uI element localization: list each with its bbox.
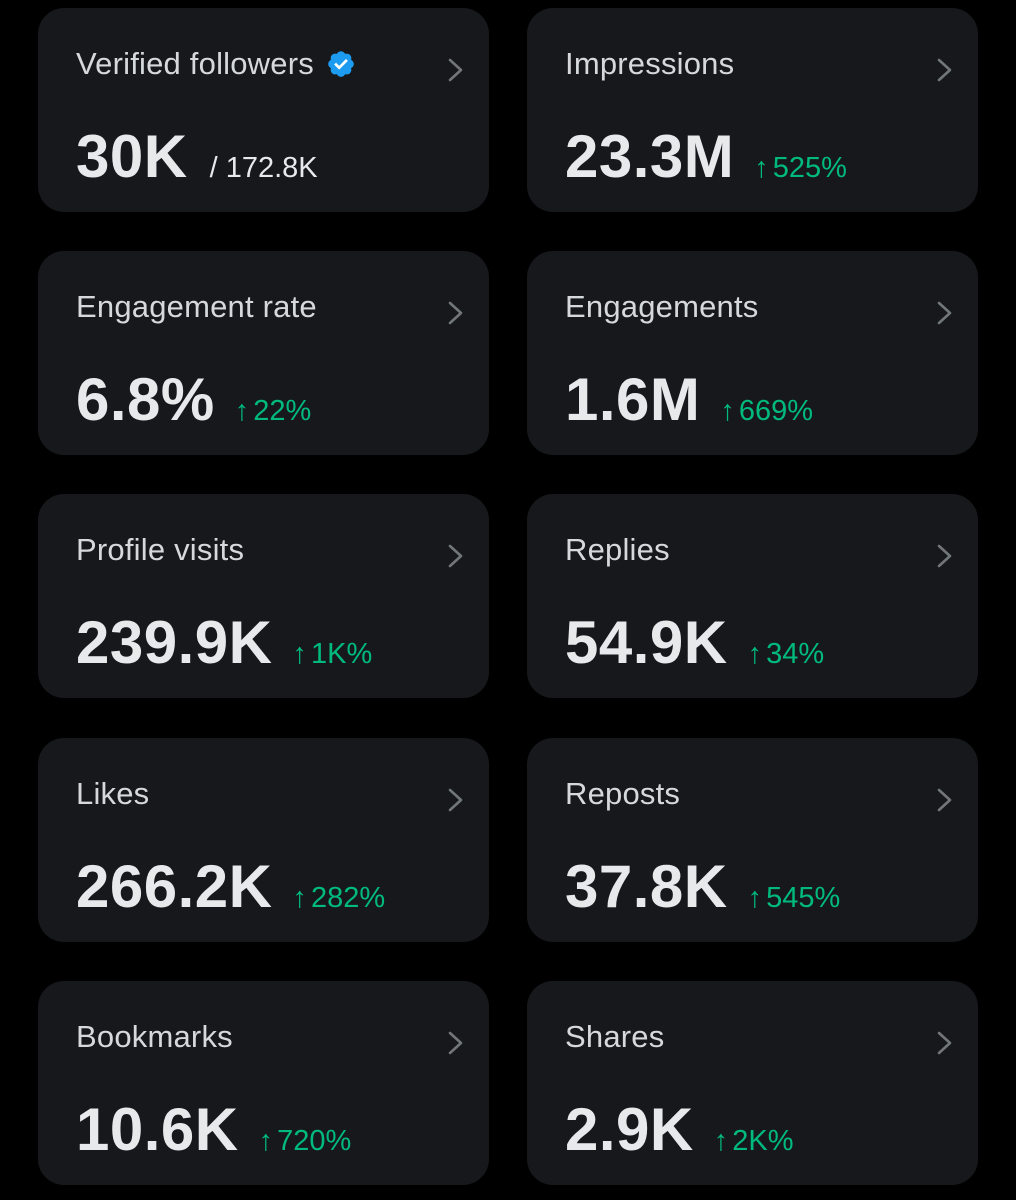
metric-label: Engagement rate [76, 289, 317, 324]
metric-value-row: 54.9K ↑ 34% [565, 608, 824, 677]
metric-value-row: 266.2K ↑ 282% [76, 852, 385, 921]
metric-change: ↑ 1K% [292, 638, 372, 671]
metric-change-value: 669% [738, 395, 814, 427]
metric-change-value: 525% [772, 152, 847, 184]
metric-value: 6.8% [76, 366, 215, 433]
metric-change-value: 720% [277, 1125, 352, 1157]
metric-change-value: 1K% [310, 638, 373, 670]
metric-change: ↑ 22% [235, 395, 312, 428]
metric-value-row: 23.3M ↑ 525% [565, 122, 847, 191]
arrow-up-icon: ↑ [720, 395, 735, 427]
metric-value: 2.9K [565, 1096, 694, 1163]
chevron-right-icon [448, 544, 463, 568]
chevron-right-icon [448, 788, 463, 812]
metric-value: 54.9K [565, 609, 728, 676]
metric-label: Shares [565, 1019, 665, 1054]
metric-card-reposts[interactable]: Reposts 37.8K ↑ 545% [527, 738, 978, 942]
metric-change: ↑ 282% [292, 882, 385, 915]
metric-card-replies[interactable]: Replies 54.9K ↑ 34% [527, 494, 978, 698]
chevron-right-icon [448, 1031, 463, 1055]
metric-card-shares[interactable]: Shares 2.9K ↑ 2K% [527, 981, 978, 1185]
metric-card-bookmarks[interactable]: Bookmarks 10.6K ↑ 720% [38, 981, 489, 1185]
metric-change: ↑ 34% [748, 638, 825, 671]
metric-card-likes[interactable]: Likes 266.2K ↑ 282% [38, 738, 489, 942]
metric-card-profile-visits[interactable]: Profile visits 239.9K ↑ 1K% [38, 494, 489, 698]
arrow-up-icon: ↑ [747, 638, 763, 670]
metric-change-value: 22% [253, 395, 312, 427]
metric-label: Bookmarks [76, 1019, 233, 1054]
metric-value: 10.6K [76, 1096, 239, 1163]
metric-label: Likes [76, 776, 150, 811]
chevron-right-icon [937, 544, 952, 568]
metric-card-verified-followers[interactable]: Verified followers 30K / 172.8K [38, 8, 489, 212]
metric-value: 1.6M [565, 366, 701, 433]
metric-change-value: 2K% [732, 1125, 794, 1157]
metric-value: 37.8K [565, 853, 728, 920]
metric-value-row: 10.6K ↑ 720% [76, 1095, 351, 1164]
chevron-right-icon [937, 301, 952, 325]
metric-change-value: 34% [766, 638, 825, 670]
metric-card-engagements[interactable]: Engagements 1.6M ↑ 669% [527, 251, 978, 455]
chevron-right-icon [937, 788, 952, 812]
metric-label: Engagements [565, 289, 759, 324]
arrow-up-icon: ↑ [292, 882, 307, 914]
arrow-up-icon: ↑ [234, 395, 250, 427]
chevron-right-icon [448, 301, 463, 325]
metric-label: Reposts [565, 776, 681, 811]
metric-card-engagement-rate[interactable]: Engagement rate 6.8% ↑ 22% [38, 251, 489, 455]
metric-change-value: 545% [766, 882, 841, 914]
arrow-up-icon: ↑ [754, 152, 769, 184]
metric-value-row: 1.6M ↑ 669% [565, 365, 813, 434]
metric-change-value: 282% [310, 882, 386, 914]
verified-badge-icon [328, 51, 354, 77]
metric-value-row: 239.9K ↑ 1K% [76, 608, 372, 677]
chevron-right-icon [937, 1031, 952, 1055]
metric-change: ↑ 525% [754, 152, 847, 185]
metric-value-row: 6.8% ↑ 22% [76, 365, 311, 434]
metric-label: Verified followers [76, 46, 356, 82]
metric-label: Profile visits [76, 532, 245, 567]
chevron-right-icon [937, 58, 952, 82]
arrow-up-icon: ↑ [258, 1125, 274, 1157]
metric-label: Impressions [565, 46, 735, 81]
metric-value-row: 37.8K ↑ 545% [565, 852, 840, 921]
metric-value: 239.9K [76, 609, 273, 676]
metric-value: 23.3M [565, 123, 735, 190]
metric-total: / 172.8K [209, 152, 318, 184]
metric-label: Replies [565, 532, 670, 567]
metric-card-impressions[interactable]: Impressions 23.3M ↑ 525% [527, 8, 978, 212]
arrow-up-icon: ↑ [747, 882, 763, 914]
metric-value-row: 30K / 172.8K [76, 122, 318, 191]
metric-change: ↑ 545% [748, 882, 841, 915]
arrow-up-icon: ↑ [292, 638, 307, 670]
metric-change: ↑ 720% [259, 1125, 352, 1158]
metric-change: ↑ 2K% [714, 1125, 794, 1158]
metric-value-row: 2.9K ↑ 2K% [565, 1095, 794, 1164]
metric-label-text: Verified followers [76, 46, 314, 81]
metric-value: 30K [76, 123, 188, 190]
metric-value: 266.2K [76, 853, 273, 920]
arrow-up-icon: ↑ [713, 1125, 729, 1157]
metric-change: ↑ 669% [720, 395, 813, 428]
chevron-right-icon [448, 58, 463, 82]
